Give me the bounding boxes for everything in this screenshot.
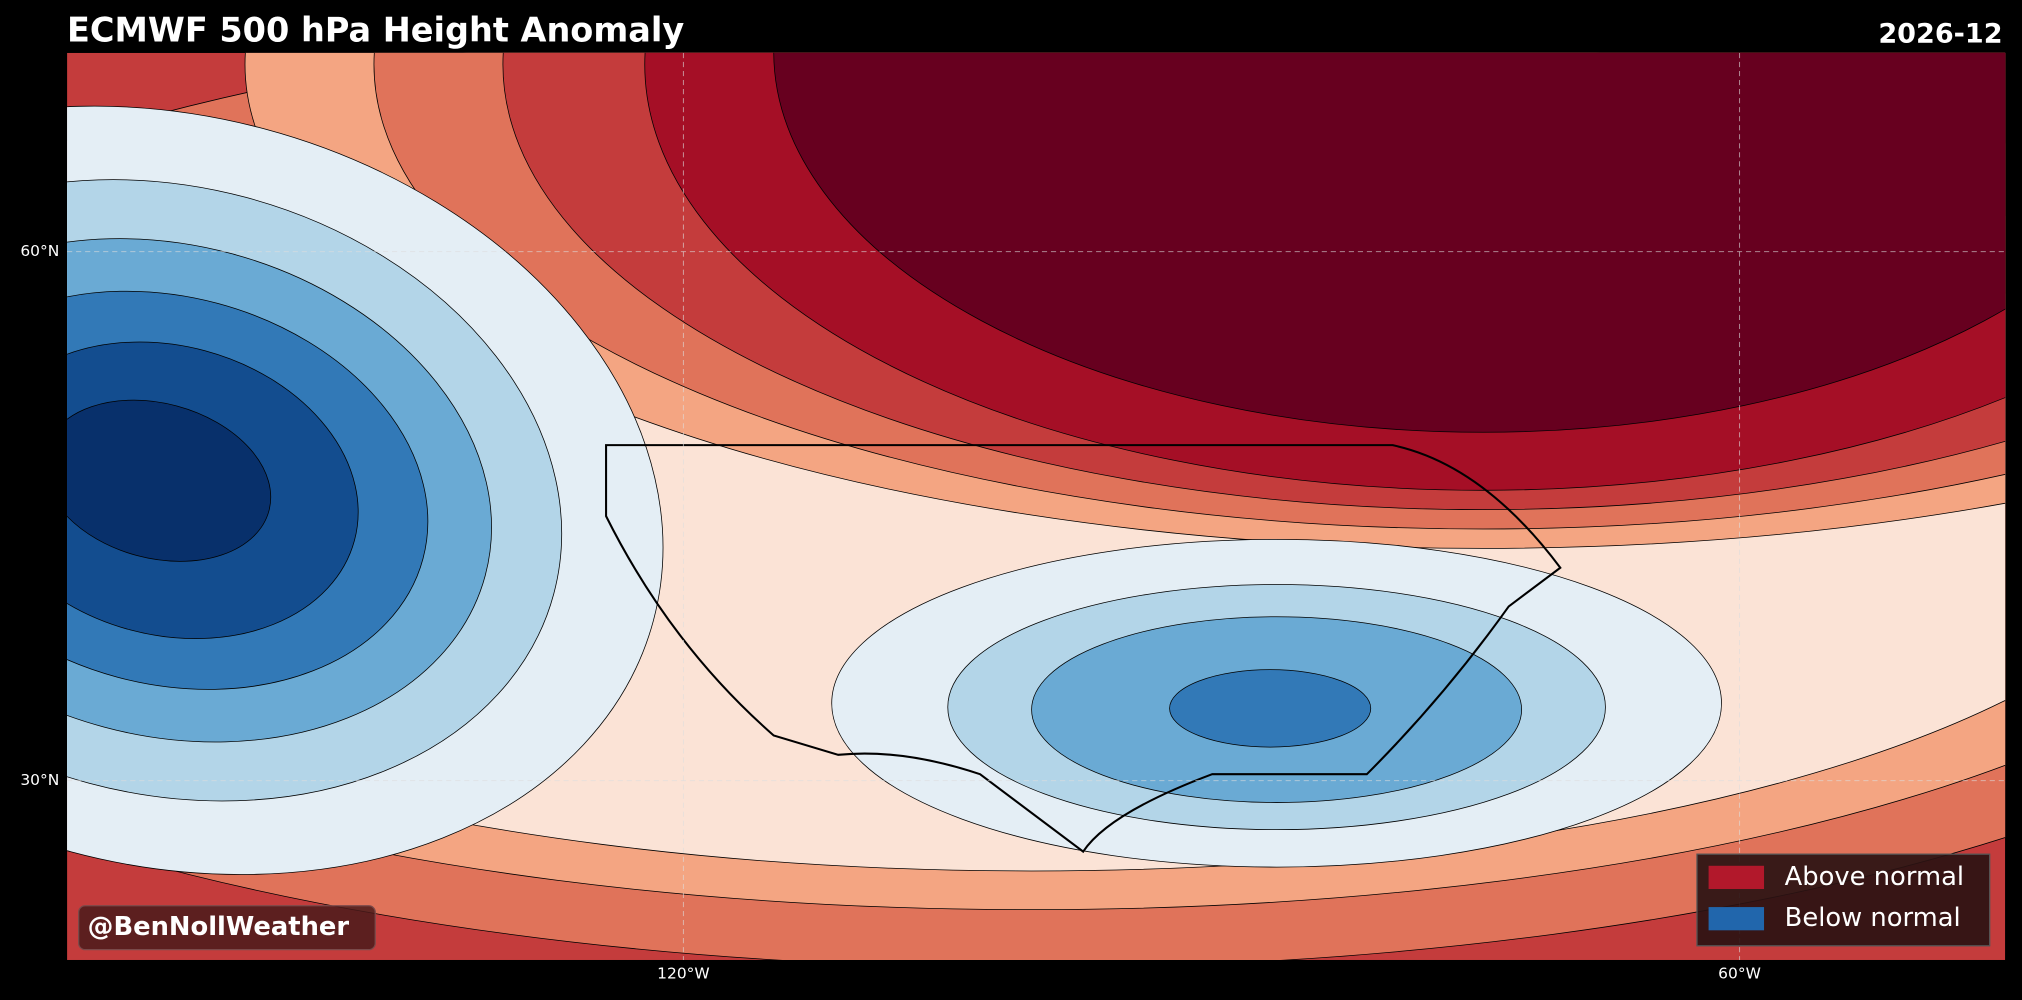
date: 2026-12 — [1878, 18, 2002, 49]
watermark-box — [78, 905, 376, 951]
legend-label: Below normal — [1785, 903, 1961, 933]
lon-label: 60°W — [1718, 965, 1761, 983]
legend-swatch — [1708, 907, 1765, 931]
contour-band — [1169, 669, 1372, 748]
lon-label: 120°W — [657, 965, 710, 983]
watermark: @BenNollWeather — [88, 912, 350, 942]
lat-label: 60°N — [20, 242, 59, 260]
legend-label: Above normal — [1785, 862, 1964, 892]
contour-band — [773, 52, 2006, 433]
land-outline — [605, 444, 1562, 854]
legend-swatch — [1708, 865, 1765, 890]
title: ECMWF 500 hPa Height Anomaly — [67, 11, 684, 50]
legend: Above normal Below normal — [1708, 862, 1964, 933]
lat-label: 30°N — [20, 771, 59, 789]
contour-band — [67, 399, 272, 562]
